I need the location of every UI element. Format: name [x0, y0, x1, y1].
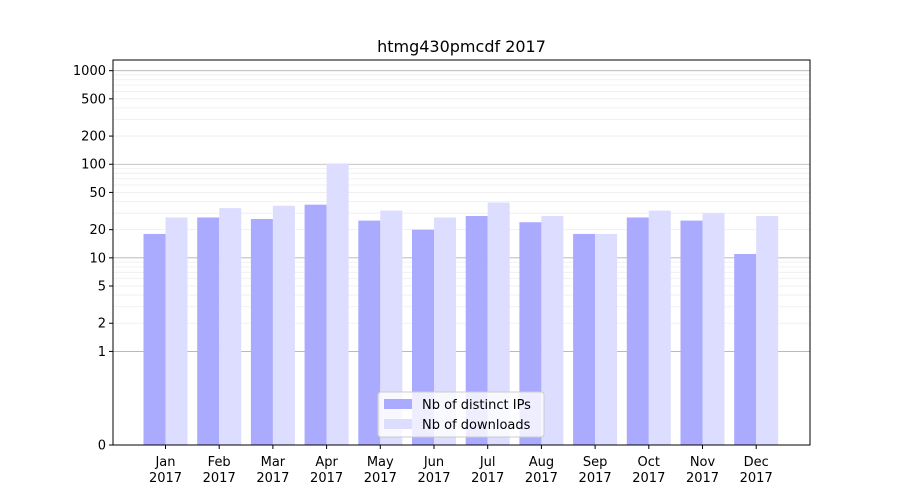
plot-frame [112, 59, 811, 446]
bar-downloads [272, 205, 295, 445]
bar-distinct-ips [680, 220, 703, 445]
bar-distinct-ips [412, 229, 434, 445]
x-tick-label: Jun 2017 [417, 455, 450, 486]
x-tick-label: Oct 2017 [632, 455, 665, 486]
bars [143, 163, 779, 445]
x-tick-label: Jan 2017 [149, 455, 182, 486]
x-tick-label: Mar 2017 [256, 455, 289, 486]
legend-box [377, 391, 545, 438]
legend: Nb of distinct IPs Nb of downloads [377, 391, 545, 438]
chart-title: htmg430pmcdf 2017 [377, 37, 546, 56]
bar-distinct-ips [734, 253, 757, 445]
x-tick-label: Nov 2017 [686, 455, 719, 486]
x-tick-label: Sep 2017 [579, 455, 612, 486]
y-tick-label: 20 [89, 223, 106, 238]
bar-distinct-ips [626, 217, 649, 445]
bar-distinct-ips [250, 218, 273, 445]
legend-swatch [384, 399, 412, 409]
bar-downloads [595, 233, 618, 445]
bar-distinct-ips [519, 222, 542, 445]
bar-downloads [702, 213, 725, 445]
y-tick-label: 50 [89, 186, 106, 201]
y-tick-label: 1 [98, 345, 106, 360]
y-tick-label: 500 [81, 92, 106, 107]
bar-distinct-ips [358, 220, 381, 445]
y-tick-label: 5 [98, 280, 106, 295]
bar-downloads [434, 217, 456, 445]
bar-downloads [541, 215, 564, 445]
bar-downloads [487, 202, 510, 445]
y-tick-label: 10 [89, 251, 106, 266]
x-axis: Jan 2017 Feb 2017 Mar 2017 Apr 2017 May 2017 Jun 20… [149, 445, 773, 486]
legend-label: Nb of distinct IPs [422, 398, 531, 413]
legend-label: Nb of downloads [422, 418, 531, 433]
bar-downloads [326, 163, 349, 445]
bar-distinct-ips [197, 217, 220, 445]
bar-downloads [165, 217, 188, 445]
bar-downloads [648, 210, 671, 445]
y-tick-label: 2 [98, 317, 106, 332]
y-tick-label: 0 [98, 439, 106, 454]
y-tick-label: 1000 [73, 64, 106, 79]
bar-downloads [380, 210, 403, 445]
bar-distinct-ips [573, 233, 596, 445]
bar-distinct-ips [304, 204, 327, 445]
x-tick-label: Apr 2017 [310, 455, 343, 486]
x-tick-label: Aug 2017 [525, 455, 558, 486]
y-axis: 0 1 2 5 10 20 50 100 200 500 1000 [73, 64, 113, 454]
x-tick-label: Feb 2017 [203, 455, 236, 486]
x-tick-label: May 2017 [364, 455, 397, 486]
x-tick-label: Jul 2017 [471, 455, 504, 486]
bar-downloads [756, 215, 779, 445]
x-tick-label: Dec 2017 [740, 455, 773, 486]
legend-swatch [384, 419, 412, 429]
y-tick-label: 100 [81, 158, 106, 173]
bar-downloads [219, 208, 242, 445]
bar-distinct-ips [143, 233, 166, 445]
bar-distinct-ips [465, 215, 488, 445]
y-tick-label: 200 [81, 130, 106, 145]
